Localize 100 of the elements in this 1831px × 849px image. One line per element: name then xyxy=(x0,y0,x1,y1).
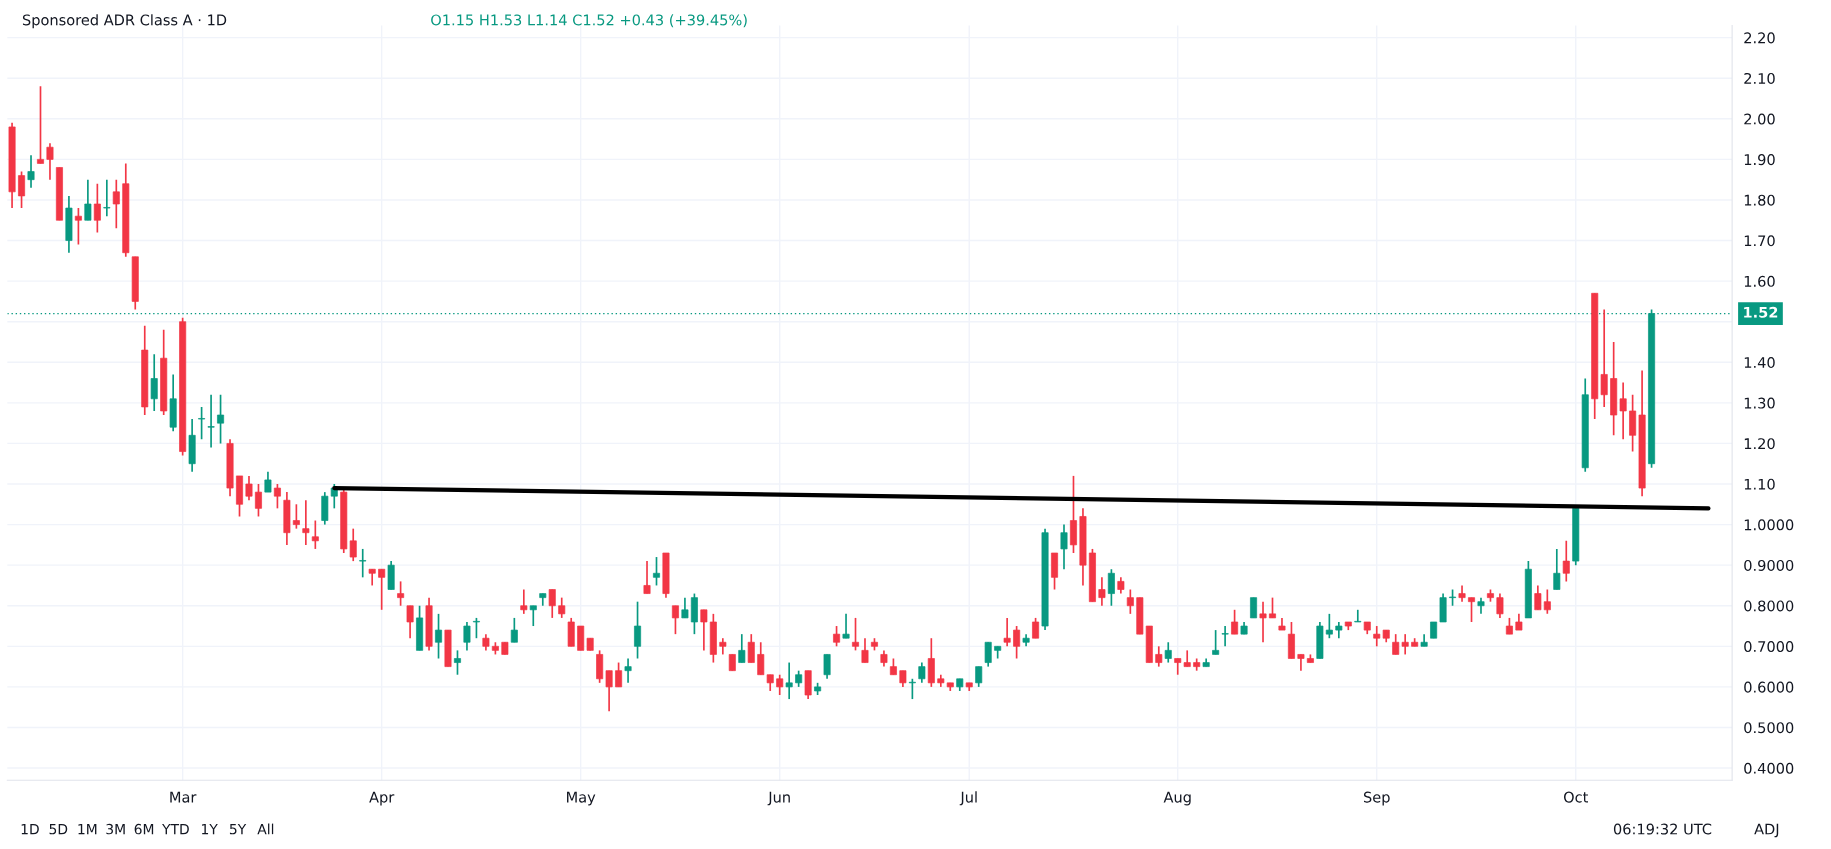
x-tick-label: Jul xyxy=(959,791,977,806)
candlestick xyxy=(558,596,566,619)
candlestick xyxy=(1126,588,1134,615)
candlestick xyxy=(1401,633,1409,656)
text: 3M xyxy=(106,823,125,835)
candlestick xyxy=(93,182,101,234)
chart-title: Sponsored ADR Class A · 1D xyxy=(22,14,227,29)
y-tick-label: 0.4000 xyxy=(1744,762,1794,774)
y-tick-label: 1.30 xyxy=(1744,397,1775,409)
y-tick-label: 1.60 xyxy=(1744,275,1775,287)
candlestick xyxy=(634,600,642,660)
candlestick xyxy=(975,665,983,688)
candlestick xyxy=(1259,600,1267,644)
x-tick-label: Aug xyxy=(1163,791,1191,806)
candlestick xyxy=(207,393,215,449)
candlestick xyxy=(1543,588,1551,615)
candlestick xyxy=(1060,523,1068,571)
text: 1M xyxy=(78,824,97,835)
candlestick xyxy=(472,617,480,640)
candlestick xyxy=(1003,617,1011,648)
candlestick xyxy=(681,596,689,619)
candlestick xyxy=(823,653,831,680)
candlestick xyxy=(112,178,120,230)
candlestick xyxy=(74,207,82,246)
candlestick xyxy=(37,85,44,165)
candlestick xyxy=(615,661,623,688)
candlestick xyxy=(548,588,556,619)
candlestick xyxy=(254,483,262,518)
candlestick xyxy=(273,483,281,510)
candlestick xyxy=(605,669,613,713)
candlestick xyxy=(150,353,158,412)
candlestick xyxy=(1032,617,1040,640)
candlestick xyxy=(463,621,471,652)
candlestick xyxy=(1269,596,1276,619)
candlestick xyxy=(1600,308,1608,408)
candlestick xyxy=(264,470,272,493)
candlestick xyxy=(311,519,319,550)
candlestick xyxy=(776,673,784,696)
candlestick xyxy=(435,613,442,660)
candlestick xyxy=(984,641,992,668)
candlestick xyxy=(520,588,528,615)
candlestick xyxy=(747,633,755,664)
y-tick-label: 0.7000 xyxy=(1744,641,1794,653)
candlestick xyxy=(1231,608,1239,635)
candlestick xyxy=(46,142,54,181)
text: 5Y xyxy=(229,824,247,835)
candlestick xyxy=(643,560,651,595)
candlestick xyxy=(198,406,206,441)
text: 5D xyxy=(49,824,68,835)
candlestick xyxy=(302,499,310,546)
y-tick-label: 0.8000 xyxy=(1744,600,1794,612)
candlestick xyxy=(738,633,746,664)
candlestick xyxy=(1013,625,1021,660)
candlestick xyxy=(529,604,537,627)
text: 1Y xyxy=(202,824,218,835)
candlestick xyxy=(1553,548,1561,591)
candlestick xyxy=(918,661,926,684)
y-tick-label: 1.90 xyxy=(1744,154,1775,166)
candlestick xyxy=(1155,645,1163,668)
y-tick-label: 0.5000 xyxy=(1744,722,1794,734)
candlestick xyxy=(653,556,660,587)
x-tick-label: Apr xyxy=(369,791,395,806)
candlestick xyxy=(671,604,679,635)
text: ADJ xyxy=(1754,823,1779,838)
candlestick xyxy=(1468,596,1475,623)
candlestick xyxy=(1562,539,1570,583)
text: 6M xyxy=(134,823,154,835)
candlestick xyxy=(1107,568,1115,607)
candlestick xyxy=(292,503,300,530)
chart-subtitle: O1.15 H1.53 L1.14 C1.52 +0.43 (+39.45%) xyxy=(431,14,747,28)
y-tick-label: 1.10 xyxy=(1744,478,1775,490)
text: All xyxy=(257,823,274,835)
text: 06:19:32 UTC xyxy=(1613,823,1712,835)
ref-line-label: 1.52 xyxy=(1744,306,1778,318)
candlestick xyxy=(510,617,518,644)
candlestick xyxy=(84,178,92,222)
y-tick-label: 2.10 xyxy=(1744,72,1775,84)
y-tick-label: 2.00 xyxy=(1744,113,1775,125)
candlestick xyxy=(852,617,859,652)
candlestick xyxy=(378,568,386,611)
y-tick-label: 0.6000 xyxy=(1744,681,1794,693)
text: 1D xyxy=(21,824,39,835)
candlestick xyxy=(406,604,414,640)
candlestick xyxy=(103,178,111,218)
candlestick xyxy=(1250,596,1258,619)
candlestick xyxy=(785,661,793,700)
candlestick xyxy=(1496,592,1504,619)
y-tick-label: 1.20 xyxy=(1744,438,1775,450)
candlestick xyxy=(1098,576,1106,607)
candlestick xyxy=(18,170,26,209)
y-tick-label: 1.80 xyxy=(1744,194,1775,206)
text: YTD xyxy=(162,824,189,835)
candlestick xyxy=(1164,641,1172,664)
y-tick-label: 1.0000 xyxy=(1744,519,1794,531)
candlestick xyxy=(861,637,869,664)
x-tick-label: Sep xyxy=(1363,791,1390,806)
candlestick xyxy=(1212,629,1220,656)
candlestick xyxy=(359,548,367,579)
candlestick xyxy=(1534,584,1542,611)
y-tick-label: 2.20 xyxy=(1744,32,1775,44)
